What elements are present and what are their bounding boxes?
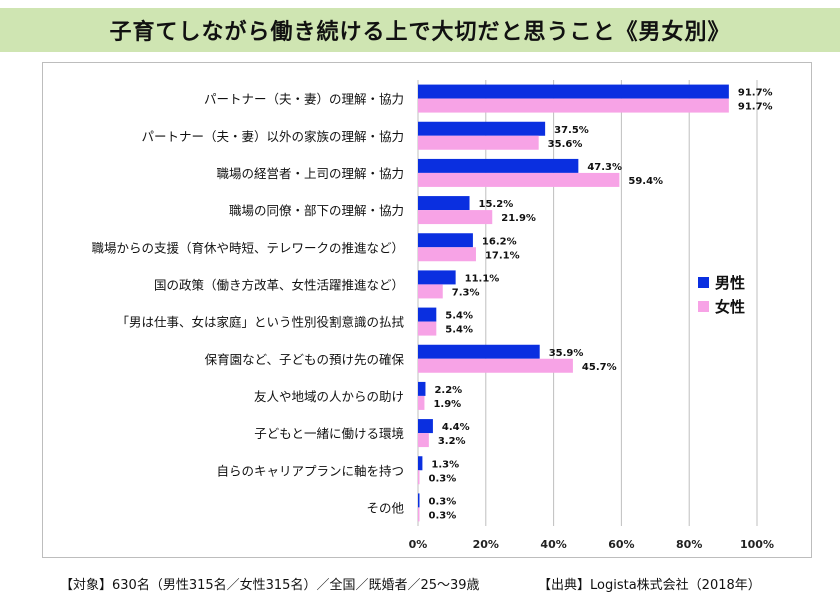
legend-swatch-male [698, 277, 709, 288]
value-label-male: 47.3% [587, 162, 622, 173]
legend-label-female: 女性 [715, 298, 745, 316]
value-label-female: 3.2% [438, 436, 466, 447]
value-label-male: 1.3% [431, 459, 459, 470]
bar-female [418, 470, 420, 485]
bar-female [418, 284, 443, 299]
value-label-male: 15.2% [479, 199, 514, 210]
category-label: 保育園など、子どもの預け先の確保 [205, 352, 405, 367]
bar-female [418, 321, 437, 336]
category-label: その他 [366, 500, 404, 515]
bar-male [418, 307, 437, 322]
category-label: 子どもと一緒に働ける環境 [254, 426, 404, 441]
bar-male [418, 84, 729, 99]
value-label-female: 59.4% [628, 176, 663, 187]
footer-source: 【出典】Logista株式会社（2018年） [538, 578, 761, 593]
bar-male [418, 456, 423, 471]
value-label-female: 21.9% [501, 213, 536, 224]
bar-female [418, 358, 573, 373]
value-label-male: 11.1% [465, 273, 500, 284]
bar-female [418, 135, 539, 150]
plot-frame [42, 62, 812, 558]
x-tick-label: 100% [740, 538, 774, 551]
bar-male [418, 121, 546, 136]
bar-female [418, 433, 429, 448]
value-label-male: 37.5% [554, 125, 589, 136]
value-label-male: 0.3% [429, 496, 457, 507]
value-label-female: 0.3% [429, 473, 457, 484]
value-label-female: 91.7% [738, 102, 773, 113]
category-label: 国の政策（働き方改革、女性活躍推進など） [154, 277, 404, 292]
value-label-female: 45.7% [582, 362, 617, 373]
value-label-female: 17.1% [485, 250, 520, 261]
bar-male [418, 493, 420, 508]
bar-male [418, 233, 473, 248]
value-label-female: 35.6% [548, 139, 583, 150]
category-label: パートナー（夫・妻）以外の家族の理解・協力 [141, 129, 404, 144]
value-label-male: 35.9% [549, 348, 584, 359]
bar-male [418, 196, 470, 211]
category-label: 職場の経営者・上司の理解・協力 [216, 166, 404, 181]
bar-female [418, 395, 425, 410]
bar-male [418, 419, 433, 434]
category-label: 自らのキャリアプランに軸を持つ [216, 463, 404, 478]
x-tick-label: 0% [409, 538, 428, 551]
category-label: パートナー（夫・妻）の理解・協力 [204, 92, 404, 107]
category-label: 友人や地域の人からの助け [254, 389, 404, 404]
x-tick-label: 40% [540, 538, 566, 551]
x-tick-label: 60% [608, 538, 634, 551]
value-label-male: 5.4% [445, 311, 473, 322]
legend-swatch-female [698, 301, 709, 312]
category-label: 「男は仕事、女は家庭」という性別役割意識の払拭 [116, 315, 404, 330]
value-label-female: 7.3% [452, 287, 480, 298]
bar-female [418, 172, 620, 187]
x-tick-label: 20% [473, 538, 499, 551]
footer-target: 【対象】630名（男性315名／女性315名）／全国／既婚者／25〜39歳 [60, 578, 480, 593]
legend-label-male: 男性 [715, 274, 745, 292]
bar-female [418, 247, 476, 262]
value-label-male: 4.4% [442, 422, 470, 433]
value-label-female: 5.4% [445, 325, 473, 336]
category-label: 職場の同僚・部下の理解・協力 [229, 203, 404, 218]
x-tick-label: 80% [676, 538, 702, 551]
value-label-male: 2.2% [434, 385, 462, 396]
bar-male [418, 381, 426, 396]
bar-female [418, 507, 420, 522]
title-band: 子育てしながら働き続ける上で大切だと思うこと《男女別》 [0, 8, 840, 52]
bar-male [418, 270, 456, 285]
bar-female [418, 210, 493, 225]
bar-male [418, 344, 540, 359]
category-label: 職場からの支援（育休や時短、テレワークの推進など） [91, 240, 404, 255]
chart-title: 子育てしながら働き続ける上で大切だと思うこと《男女別》 [109, 20, 731, 45]
bar-male [418, 158, 579, 173]
value-label-male: 16.2% [482, 236, 517, 247]
value-label-female: 0.3% [429, 510, 457, 521]
bar-female [418, 98, 729, 113]
value-label-male: 91.7% [738, 88, 773, 99]
value-label-female: 1.9% [433, 399, 461, 410]
